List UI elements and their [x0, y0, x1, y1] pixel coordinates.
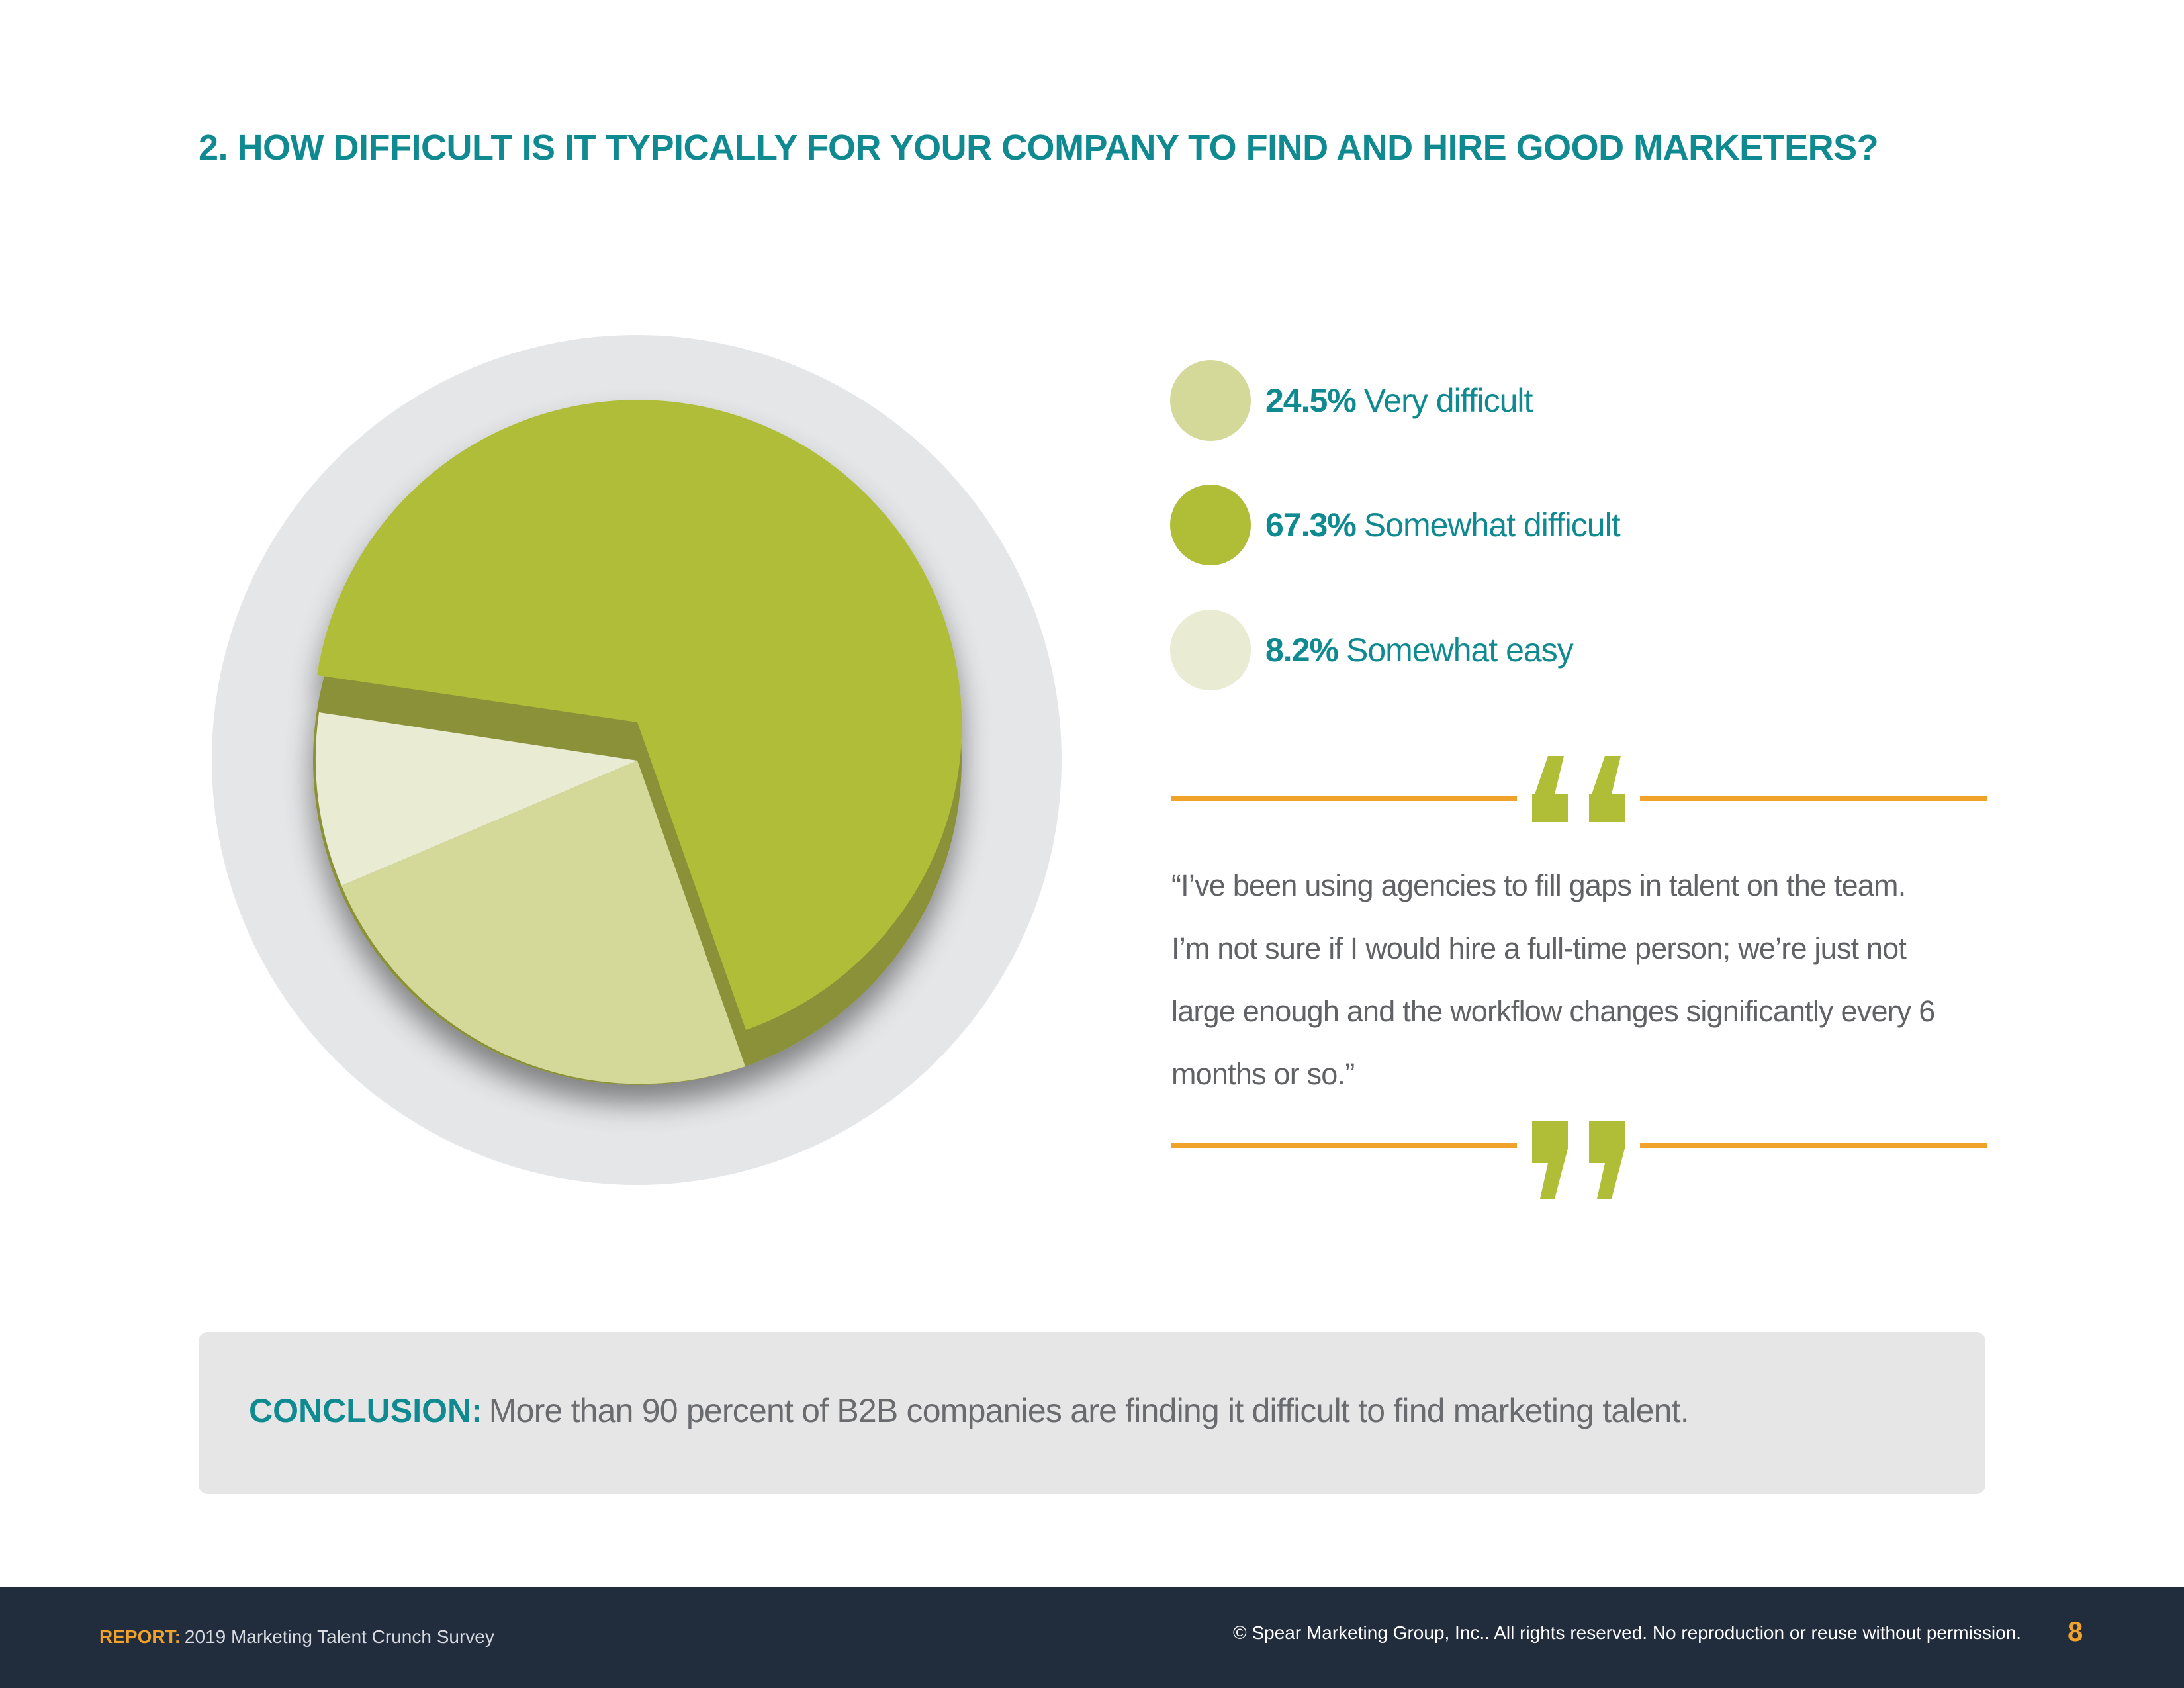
legend-item-somewhat-difficult: 67.3% Somewhat difficult	[1170, 485, 1766, 565]
quote-line: months or so.”	[1171, 1057, 1355, 1091]
legend-label: Somewhat easy	[1345, 632, 1574, 669]
legend-item-very-difficult: 24.5% Very difficult	[1170, 360, 1766, 441]
legend-percent: 8.2%	[1265, 632, 1339, 669]
quote-divider-top-left	[1171, 796, 1517, 801]
footer-report-label: REPORT:	[99, 1626, 181, 1647]
quote-divider-bottom-left	[1171, 1143, 1517, 1148]
slice-very-difficult	[341, 761, 745, 1084]
quote-divider-bottom-right	[1640, 1143, 1987, 1148]
quote-line: I’m not sure if I would hire a full-time…	[1171, 931, 1907, 965]
page-footer: REPORT: 2019 Marketing Talent Crunch Surv…	[0, 1587, 2184, 1688]
footer-copyright: © Spear Marketing Group, Inc.. All right…	[1233, 1622, 2021, 1643]
conclusion-text: More than 90 percent of B2B companies ar…	[488, 1392, 1690, 1429]
quote-divider-top-right	[1640, 796, 1987, 801]
quote-line: “I’ve been using agencies to fill gaps i…	[1171, 868, 1906, 902]
pie-chart	[212, 335, 1062, 1185]
legend-label: Somewhat difficult	[1363, 506, 1621, 543]
footer-report-name: 2019 Marketing Talent Crunch Survey	[184, 1626, 494, 1647]
pie-chart-graphic	[212, 335, 1062, 1185]
quote-line: large enough and the workflow changes si…	[1171, 994, 1935, 1028]
legend-percent: 24.5%	[1265, 382, 1357, 419]
legend-item-somewhat-easy: 8.2% Somewhat easy	[1170, 610, 1766, 690]
slice-somewhat-difficult	[317, 400, 962, 1030]
legend-percent: 67.3%	[1265, 506, 1357, 543]
legend-swatch-icon	[1170, 610, 1251, 690]
page-number: 8	[2068, 1616, 2083, 1647]
legend-swatch-icon	[1170, 360, 1251, 441]
close-quote-icon	[1532, 1121, 1625, 1199]
legend-swatch-icon	[1170, 485, 1251, 565]
open-quote-icon	[1532, 756, 1625, 822]
legend-label: Very difficult	[1363, 382, 1533, 419]
footer-report: REPORT: 2019 Marketing Talent Crunch Surv…	[99, 1626, 494, 1648]
conclusion-box: CONCLUSION: More than 90 percent of B2B c…	[199, 1332, 1985, 1494]
slice-somewhat-easy	[315, 712, 637, 886]
page-title: 2. HOW DIFFICULT IS IT TYPICALLY FOR YOU…	[199, 128, 1879, 167]
testimonial-quote: “I’ve been using agencies to fill gaps i…	[1171, 854, 1992, 1105]
conclusion-label: CONCLUSION:	[249, 1392, 482, 1429]
